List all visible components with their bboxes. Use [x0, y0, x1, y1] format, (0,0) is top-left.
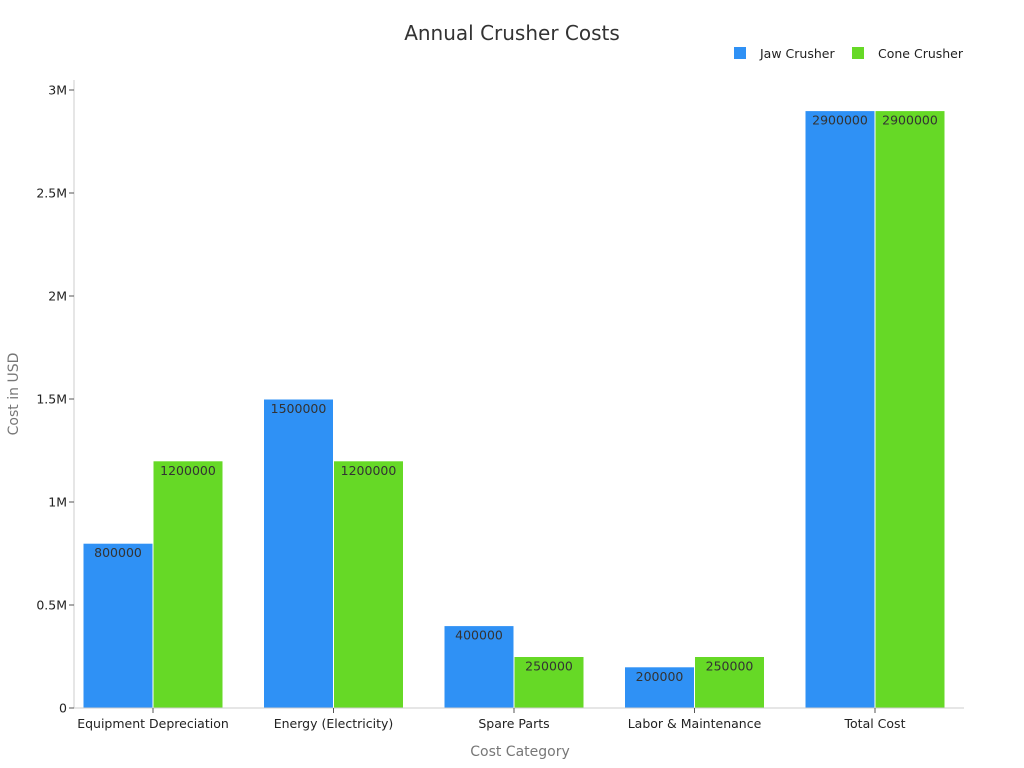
- legend-swatch: [734, 47, 746, 59]
- data-label: 400000: [455, 628, 503, 643]
- legend: Jaw Crusher Cone Crusher: [734, 46, 964, 61]
- y-tick-label: 3M: [48, 83, 67, 98]
- y-tick-label: 2M: [48, 289, 67, 304]
- legend-label: Cone Crusher: [878, 46, 964, 61]
- y-tick-label: 0: [59, 701, 67, 716]
- legend-swatch: [852, 47, 864, 59]
- bar: [874, 110, 946, 709]
- plot-area: [82, 110, 946, 709]
- y-axis-ticks: 0 0.5M 1M 1.5M 2M 2.5M 3M: [36, 83, 74, 716]
- bar: [333, 460, 404, 709]
- data-label: 800000: [94, 545, 142, 560]
- x-tick-label: Equipment Depreciation: [77, 716, 229, 731]
- data-label: 1500000: [271, 401, 327, 416]
- data-label: 200000: [636, 669, 684, 684]
- data-labels: 800000 1200000 1500000 1200000 400000 250000 2…: [94, 113, 938, 684]
- chart-title: Annual Crusher Costs: [404, 21, 620, 45]
- bar: [694, 656, 765, 709]
- bar: [152, 460, 224, 709]
- bar: [443, 625, 515, 709]
- x-tick-label: Total Cost: [844, 716, 906, 731]
- data-label: 2900000: [882, 113, 938, 128]
- data-label: 250000: [525, 659, 573, 674]
- y-axis-label: Cost in USD: [6, 353, 22, 436]
- bar: [804, 110, 876, 709]
- data-label: 1200000: [160, 463, 216, 478]
- legend-label: Jaw Crusher: [759, 46, 835, 61]
- bar: [263, 398, 334, 709]
- y-tick-label: 1M: [48, 495, 67, 510]
- y-tick-label: 2.5M: [36, 186, 67, 201]
- bar: [624, 666, 695, 709]
- y-tick-label: 0.5M: [36, 598, 67, 613]
- y-tick-label: 1.5M: [36, 392, 67, 407]
- x-axis-label: Cost Category: [470, 744, 570, 760]
- data-label: 1200000: [341, 463, 397, 478]
- x-tick-label: Energy (Electricity): [274, 716, 394, 731]
- bar: [82, 542, 154, 709]
- bar: [513, 656, 585, 709]
- data-label: 2900000: [812, 113, 868, 128]
- x-tick-label: Spare Parts: [478, 716, 549, 731]
- data-label: 250000: [706, 659, 754, 674]
- x-tick-label: Labor & Maintenance: [628, 716, 762, 731]
- x-axis-ticks: Equipment Depreciation Energy (Electricit…: [77, 708, 906, 731]
